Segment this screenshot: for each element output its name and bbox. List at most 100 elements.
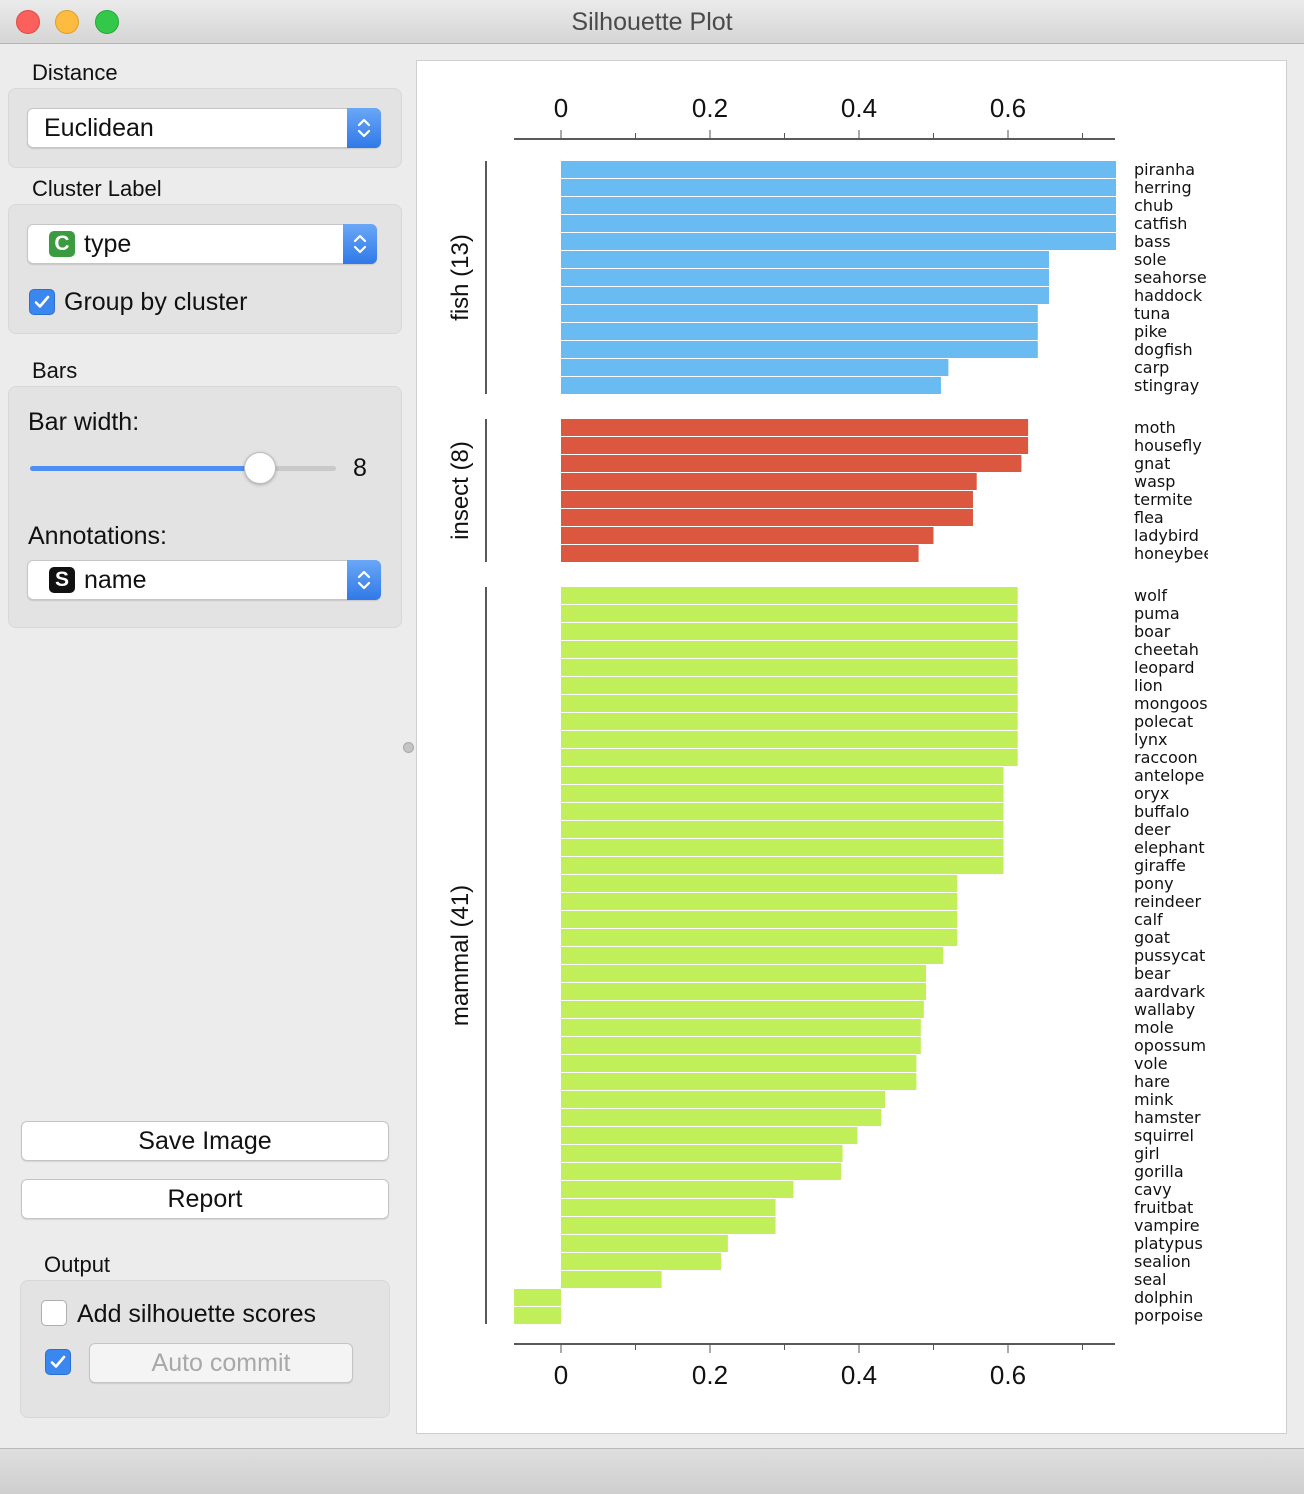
bar-annotation-label: dogfish <box>1134 340 1193 359</box>
bar-annotation-label: sealion <box>1134 1252 1191 1271</box>
bar-annotation-label: pike <box>1134 322 1167 341</box>
bar-annotation-label: tuna <box>1134 304 1170 323</box>
silhouette-bar <box>561 287 1049 304</box>
distance-combo-value: Euclidean <box>44 114 154 142</box>
silhouette-bar <box>561 1091 886 1108</box>
add-silhouette-scores-checkbox[interactable] <box>41 1300 67 1326</box>
splitter-handle[interactable] <box>403 742 414 753</box>
silhouette-bar <box>561 1271 662 1288</box>
top-axis-tick-label: 0.6 <box>990 93 1026 123</box>
silhouette-bar <box>561 251 1049 268</box>
top-axis-tick-label: 0.4 <box>841 93 877 123</box>
silhouette-bar <box>561 1127 858 1144</box>
silhouette-bar <box>561 1037 921 1054</box>
bar-annotation-label: chub <box>1134 196 1173 215</box>
bar-width-slider-handle[interactable] <box>243 452 276 484</box>
silhouette-bar <box>561 1019 921 1036</box>
silhouette-bar <box>561 419 1029 436</box>
bar-annotation-label: mink <box>1134 1090 1174 1109</box>
status-bar <box>0 1448 1304 1494</box>
annotations-combo[interactable]: S name <box>27 560 381 600</box>
bar-annotation-label: mole <box>1134 1018 1174 1037</box>
bar-annotation-label: polecat <box>1134 712 1193 731</box>
minimize-window-button[interactable] <box>55 10 79 34</box>
silhouette-bar <box>561 455 1022 472</box>
bar-annotation-label: wasp <box>1134 472 1175 491</box>
group-by-cluster-checkbox[interactable] <box>29 289 55 315</box>
silhouette-bar <box>561 983 927 1000</box>
bar-annotation-label: lynx <box>1134 730 1168 749</box>
silhouette-bar <box>561 1199 776 1216</box>
output-section-label: Output <box>44 1252 111 1277</box>
cluster-label: mammal (41) <box>447 885 474 1026</box>
bar-annotation-label: reindeer <box>1134 892 1202 911</box>
silhouette-bar <box>561 785 1004 802</box>
distance-combo[interactable]: Euclidean <box>27 108 381 148</box>
cluster-label-combo[interactable]: C type <box>27 224 377 264</box>
silhouette-bar <box>561 1163 842 1180</box>
silhouette-bar <box>561 605 1018 622</box>
cluster-label: insect (8) <box>447 441 474 540</box>
bar-annotation-label: mongoose <box>1134 694 1217 713</box>
silhouette-bar <box>561 695 1018 712</box>
bar-annotation-label: seal <box>1134 1270 1166 1289</box>
bar-width-value: 8 <box>353 454 367 482</box>
bar-width-slider-fill <box>30 466 260 471</box>
bar-annotation-label: buffalo <box>1134 802 1189 821</box>
bar-annotation-label: antelope <box>1134 766 1204 785</box>
checkmark-icon <box>50 1355 66 1368</box>
auto-commit-checkbox[interactable] <box>45 1349 71 1375</box>
bar-annotation-label: deer <box>1134 820 1171 839</box>
bar-annotation-label: haddock <box>1134 286 1203 305</box>
silhouette-bar <box>561 911 958 928</box>
bar-annotation-label: calf <box>1134 910 1163 929</box>
zoom-window-button[interactable] <box>95 10 119 34</box>
silhouette-bar <box>561 857 1004 874</box>
annotations-label: Annotations: <box>28 522 167 550</box>
bar-annotation-label: opossum <box>1134 1036 1206 1055</box>
silhouette-bar <box>561 545 919 562</box>
bar-annotation-label: catfish <box>1134 214 1187 233</box>
bar-annotation-label: gorilla <box>1134 1162 1184 1181</box>
bar-annotation-label: puma <box>1134 604 1180 623</box>
silhouette-bar <box>561 359 949 376</box>
group-by-cluster-label: Group by cluster <box>64 288 248 316</box>
bar-annotation-label: cheetah <box>1134 640 1199 659</box>
silhouette-bar <box>561 197 1117 214</box>
checkmark-icon <box>34 295 50 308</box>
bar-annotation-label: platypus <box>1134 1234 1203 1253</box>
silhouette-bar <box>561 1073 917 1090</box>
bar-annotation-label: moth <box>1134 418 1176 437</box>
bottom-axis-tick-label: 0 <box>554 1360 568 1390</box>
cluster-label-combo-value: type <box>84 230 132 258</box>
report-button[interactable]: Report <box>21 1179 389 1219</box>
top-axis-tick-label: 0 <box>554 93 568 123</box>
silhouette-bar <box>514 1307 561 1324</box>
bar-annotation-label: aardvark <box>1134 982 1206 1001</box>
bottom-axis-tick-label: 0.4 <box>841 1360 877 1390</box>
silhouette-bar <box>561 323 1038 340</box>
close-window-button[interactable] <box>16 10 40 34</box>
silhouette-bar <box>561 821 1004 838</box>
bottom-axis-tick-label: 0.2 <box>692 1360 728 1390</box>
bar-annotation-label: girl <box>1134 1144 1160 1163</box>
add-silhouette-scores-label: Add silhouette scores <box>77 1300 317 1328</box>
bar-annotation-label: wallaby <box>1134 1000 1195 1019</box>
silhouette-bar <box>561 491 973 508</box>
bar-annotation-label: giraffe <box>1134 856 1186 875</box>
silhouette-bar <box>561 377 941 394</box>
distance-section-label: Distance <box>32 60 118 85</box>
bar-annotation-label: elephant <box>1134 838 1205 857</box>
silhouette-plot-area: 0 0.2 0.4 0.6 0 0.2 0.4 0.6 fish (13) piranha herr… <box>416 60 1287 1434</box>
silhouette-bar <box>561 161 1117 178</box>
top-axis-tick-label: 0.2 <box>692 93 728 123</box>
auto-commit-button[interactable]: Auto commit <box>89 1343 353 1383</box>
silhouette-bar <box>561 1109 882 1126</box>
silhouette-bar <box>561 587 1018 604</box>
save-image-button[interactable]: Save Image <box>21 1121 389 1161</box>
bar-annotation-label: pussycat <box>1134 946 1205 965</box>
bar-annotation-label: wolf <box>1134 586 1167 605</box>
bar-annotation-label: porpoise <box>1134 1306 1203 1325</box>
string-variable-icon: S <box>49 567 75 593</box>
bar-annotation-label: flea <box>1134 508 1164 527</box>
